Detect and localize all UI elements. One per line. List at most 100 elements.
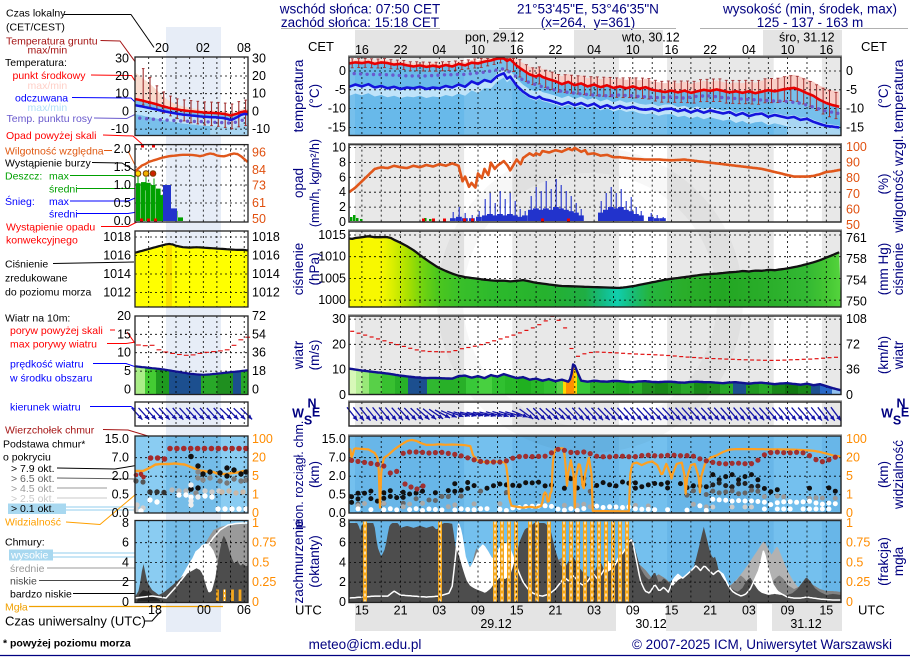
svg-text:84: 84	[252, 163, 266, 177]
svg-text:Mgła: Mgła	[5, 602, 28, 614]
svg-text:Podstawa chmur*: Podstawa chmur*	[3, 439, 85, 451]
svg-text:22: 22	[703, 43, 717, 57]
svg-text:03: 03	[742, 604, 756, 618]
svg-text:Temperatura gruntu: Temperatura gruntu	[6, 36, 98, 48]
svg-text:S: S	[893, 414, 901, 428]
svg-text:72: 72	[252, 309, 266, 323]
svg-text:Widzialność: Widzialność	[5, 517, 61, 529]
svg-text:2: 2	[122, 575, 129, 589]
svg-text:54: 54	[252, 327, 266, 341]
svg-text:0: 0	[339, 595, 346, 609]
svg-text:Opad powyżej skali: Opad powyżej skali	[6, 130, 96, 142]
svg-text:0.75: 0.75	[846, 536, 870, 550]
svg-text:max/min: max/min	[28, 102, 68, 114]
svg-text:(x=264, y=361): (x=264, y=361)	[541, 15, 636, 30]
svg-text:1: 1	[846, 488, 853, 502]
svg-text:20: 20	[155, 41, 169, 55]
svg-text:754: 754	[846, 273, 867, 287]
svg-text:max porywy wiatru: max porywy wiatru	[10, 339, 97, 351]
svg-text:758: 758	[846, 252, 867, 266]
svg-text:0: 0	[339, 215, 346, 229]
svg-text:0: 0	[124, 383, 131, 397]
svg-text:1015: 1015	[318, 228, 346, 242]
svg-text:6: 6	[122, 536, 129, 550]
svg-text:7.0: 7.0	[112, 451, 129, 465]
svg-text:16: 16	[510, 43, 524, 57]
svg-text:(m/s): (m/s)	[307, 340, 322, 371]
svg-text:Wierzchołek chmur: Wierzchołek chmur	[5, 425, 95, 437]
svg-text:1014: 1014	[252, 267, 280, 281]
svg-text:śro, 31.12: śro, 31.12	[779, 31, 835, 45]
svg-text:opad: opad	[291, 168, 306, 198]
svg-text:* powyżej poziomu morza: * powyżej poziomu morza	[3, 638, 131, 650]
svg-text:odczuwana: odczuwana	[15, 92, 68, 104]
svg-text:> 7.9 okt.: > 7.9 okt.	[11, 463, 55, 475]
svg-text:50: 50	[846, 218, 860, 232]
svg-text:06: 06	[237, 603, 251, 617]
svg-text:750: 750	[846, 294, 867, 308]
svg-text:(frakcja): (frakcja)	[876, 537, 891, 586]
svg-text:36: 36	[846, 363, 860, 377]
svg-text:31.12: 31.12	[790, 617, 821, 631]
svg-text:90: 90	[846, 156, 860, 170]
svg-text:30: 30	[332, 312, 346, 326]
svg-text:zachmurzenie: zachmurzenie	[291, 519, 306, 603]
svg-text:15: 15	[665, 604, 679, 618]
svg-text:wto, 30.12: wto, 30.12	[621, 31, 680, 45]
svg-text:1: 1	[252, 488, 259, 502]
svg-text:-10: -10	[846, 102, 864, 116]
svg-text:4: 4	[339, 185, 346, 199]
svg-text:1018: 1018	[252, 230, 280, 244]
svg-text:5: 5	[252, 469, 259, 483]
svg-text:pion. rozciągł. chm.: pion. rozciągł. chm.	[292, 421, 306, 529]
svg-text:konwekcyjnego: konwekcyjnego	[6, 234, 78, 246]
svg-text:22: 22	[548, 43, 562, 57]
svg-text:max: max	[49, 196, 70, 208]
svg-text:W: W	[292, 407, 304, 421]
svg-text:16: 16	[819, 43, 833, 57]
svg-text:Czas lokalny: Czas lokalny	[6, 8, 66, 20]
svg-text:09: 09	[781, 604, 795, 618]
svg-text:0.25: 0.25	[846, 575, 870, 589]
svg-text:6: 6	[339, 536, 346, 550]
svg-text:15: 15	[355, 604, 369, 618]
svg-text:średnie: średnie	[10, 563, 45, 575]
svg-text:(oktanty): (oktanty)	[307, 535, 322, 588]
svg-text:03: 03	[587, 604, 601, 618]
svg-text:20: 20	[252, 451, 266, 465]
svg-text:wschód słońca: 07:50 CET: wschód słońca: 07:50 CET	[279, 2, 441, 17]
svg-text:100: 100	[252, 432, 273, 446]
svg-text:0.0: 0.0	[114, 214, 131, 228]
svg-text:Temperatura:: Temperatura:	[5, 57, 67, 69]
svg-text:do poziomu morza: do poziomu morza	[5, 287, 92, 299]
svg-text:10: 10	[252, 87, 266, 101]
svg-text:0: 0	[252, 104, 259, 118]
svg-text:1005: 1005	[318, 271, 346, 285]
svg-text:1016: 1016	[103, 249, 131, 263]
svg-text:0: 0	[252, 383, 259, 397]
svg-text:20: 20	[252, 69, 266, 83]
svg-text:o pokryciu: o pokryciu	[3, 452, 51, 464]
svg-text:16: 16	[665, 43, 679, 57]
svg-text:15.0: 15.0	[322, 432, 346, 446]
svg-text:15: 15	[819, 604, 833, 618]
svg-text:21°53'45"E, 53°46'35"N: 21°53'45"E, 53°46'35"N	[517, 2, 659, 17]
svg-text:4: 4	[339, 555, 346, 569]
svg-text:2: 2	[339, 575, 346, 589]
svg-text:2.0: 2.0	[114, 142, 131, 156]
svg-text:(°C): (°C)	[876, 84, 891, 108]
svg-text:18: 18	[148, 603, 162, 617]
svg-text:15: 15	[117, 327, 131, 341]
svg-text:20: 20	[115, 69, 129, 83]
svg-text:ciśnienie: ciśnienie	[291, 243, 306, 296]
svg-text:5: 5	[124, 364, 131, 378]
svg-text:20: 20	[846, 451, 860, 465]
svg-text:16: 16	[355, 43, 369, 57]
svg-text:mgła: mgła	[891, 546, 906, 576]
svg-text:E: E	[901, 406, 909, 420]
svg-text:6: 6	[339, 170, 346, 184]
svg-text:0.5: 0.5	[846, 555, 863, 569]
svg-text:kierunek wiatru: kierunek wiatru	[10, 402, 81, 414]
svg-text:2.0: 2.0	[329, 469, 346, 483]
svg-text:E: E	[312, 406, 320, 420]
